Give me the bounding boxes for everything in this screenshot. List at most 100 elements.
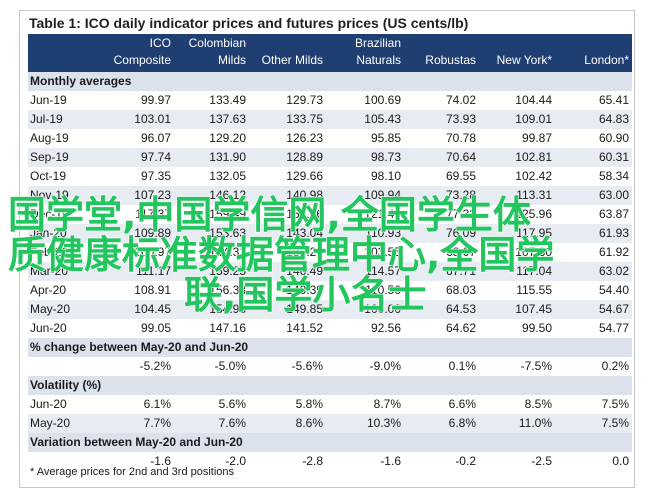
table-cell: 5.6% [218,397,246,411]
column-header-bottom-7: London* [584,53,629,67]
table-cell: 129.20 [209,131,246,145]
table-cell: 141.52 [286,321,323,335]
row-label: Jul-19 [30,112,63,126]
table-cell: 129.73 [286,93,323,107]
table-cell: 131.90 [209,150,246,164]
table-cell: 104.45 [134,302,171,316]
table-cell: -2.5 [531,454,552,468]
table-cell: 104.44 [515,93,552,107]
row-label: May-20 [30,416,71,430]
table-cell: 102.42 [515,169,552,183]
table-cell: 111.17 [136,264,171,278]
table-cell: 125.96 [515,207,552,221]
table-cell: 105.43 [364,112,401,126]
table-cell: 74.02 [445,93,476,107]
table-cell: 7.5% [601,397,629,411]
section-header-row: % change between May-20 and Jun-20 [28,338,632,357]
table-cell: 8.5% [524,397,552,411]
table-cell: 143.04 [286,226,323,240]
table-cell: 100.69 [364,93,401,107]
table-row: Jun-20 99.05 147.16 141.52 92.56 64.62 99.50 54… [28,319,632,338]
table-cell: 107.80 [515,245,552,259]
table-cell: 63.87 [598,207,629,221]
table-cell: 154.93 [209,302,246,316]
table-cell: 6.8% [448,416,476,430]
table-cell: 7.7% [143,416,171,430]
table-cell: 73.28 [445,188,476,202]
table-cell: 107.45 [515,302,552,316]
section-label: Volatility (%) [30,378,102,392]
table-cell: 63.00 [598,188,629,202]
table-cell: 114.57 [365,264,401,278]
row-label: Sep-19 [30,150,69,164]
table-cell: 149.39 [286,283,323,297]
table-row: Sep-19 97.74 131.90 128.89 98.73 70.64 102.81 6… [28,148,632,167]
table-cell: 147.16 [209,321,246,335]
column-header-bottom-5: Robustas [425,53,476,67]
table-row: May-20 7.7% 7.6% 8.6% 10.3% 6.8% 11.0% 7.5% [28,414,632,433]
table-cell: 133.20 [286,245,323,259]
table-cell: 149.85 [286,302,323,316]
table-cell: 61.92 [598,245,629,259]
table-cell: 99.97 [140,93,171,107]
table-cell: 117.37 [135,207,171,221]
table-row: -1.6 -2.0 -2.8 -1.6 -0.2 -2.5 0.0 [28,452,632,471]
table-cell: 73.93 [445,112,476,126]
table-cell: 0.0 [612,454,629,468]
table-cell: 109.89 [134,226,171,240]
table-cell: 133.49 [209,93,246,107]
column-header-top-2: Colombian [188,36,246,50]
table-cell: 8.7% [373,397,401,411]
table-cell: 109.01 [515,112,552,126]
row-label: Dec-19 [30,207,69,221]
table-cell: 61.93 [598,226,629,240]
table-cell: 159.49 [209,207,246,221]
table-cell: 7.6% [218,416,246,430]
table-row: -5.2% -5.0% -5.6% -9.0% 0.1% -7.5% 0.2% [28,357,632,376]
table-row: Jun-20 6.1% 5.6% 5.8% 8.7% 6.6% 8.5% 7.5% [28,395,632,414]
table-cell: -2.0 [225,454,246,468]
table-cell: 69.55 [445,169,476,183]
table-cell: -9.0% [369,359,401,373]
table-cell: 140.98 [286,188,323,202]
row-label: Apr-20 [30,283,67,297]
table-cell: 132.05 [209,169,246,183]
table-row: Mar-20 111.17 159.25 146.49 114.57 67.71 117.0… [28,262,632,281]
table-cell: 152.06 [286,207,323,221]
table-cell: 99.87 [521,131,552,145]
table-cell: 11.0% [518,416,552,430]
column-header-bottom-3: Other Milds [261,53,323,67]
table-cell: -5.0% [214,359,246,373]
row-label: Jun-19 [30,93,67,107]
table-cell: -2.8 [302,454,323,468]
column-header-bottom-1: Composite [113,53,171,67]
table-cell: 0.2% [601,359,629,373]
table-cell: 128.89 [286,150,323,164]
table-cell: 68.03 [445,283,476,297]
table-cell: 64.83 [598,112,629,126]
table-cell: 97.35 [140,169,171,183]
table-cell: 156.33 [209,283,246,297]
table-cell: 99.50 [521,321,552,335]
table-cell: 98.73 [370,150,401,164]
column-header-top-1: ICO [149,36,171,50]
table-cell: 102.81 [515,150,552,164]
section-label: Variation between May-20 and Jun-20 [30,435,243,449]
table-title: Table 1: ICO daily indicator prices and … [29,15,469,31]
table-cell: 144.31 [209,245,246,259]
table-cell: 54.67 [598,302,629,316]
section-label: % change between May-20 and Jun-20 [30,340,249,354]
column-header-bottom-4: Naturals [356,53,401,67]
table-row: Apr-20 108.91 156.33 149.39 110.50 68.03 115.5… [28,281,632,300]
table-cell: 8.6% [295,416,323,430]
table-cell: 65.41 [598,93,629,107]
table-cell: -0.2 [455,454,476,468]
table-cell: -5.6% [291,359,323,373]
column-header-top-4: Brazilian [354,36,401,50]
table-cell: 126.23 [286,131,323,145]
table-row: Oct-19 97.35 132.05 129.66 98.10 69.55 102.42 5… [28,167,632,186]
table-cell: 92.56 [370,321,401,335]
table-cell: 99.05 [140,321,171,335]
row-label: Jun-20 [30,397,67,411]
table-row: Jul-19 103.01 137.63 133.75 105.43 73.93 109.0… [28,110,632,129]
